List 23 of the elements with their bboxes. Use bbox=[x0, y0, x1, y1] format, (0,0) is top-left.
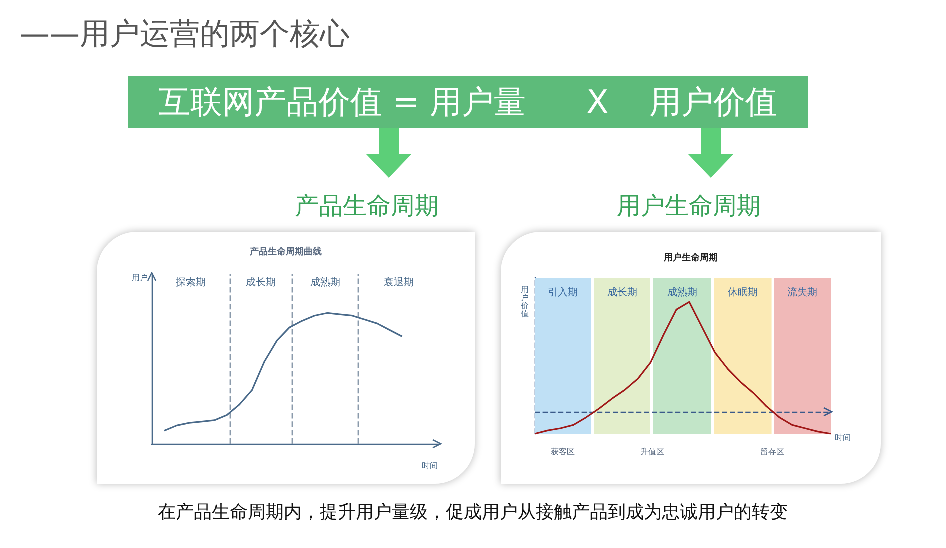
text: 衰退期 bbox=[384, 276, 414, 288]
text: ——用户运营的两个核心 bbox=[20, 16, 350, 54]
text: 休眠期 bbox=[728, 286, 758, 298]
text: 成熟期 bbox=[310, 276, 340, 288]
text: 成长期 bbox=[607, 286, 638, 298]
text: 成熟期 bbox=[667, 286, 698, 298]
text: 探索期 bbox=[176, 276, 206, 288]
text: 流失期 bbox=[788, 286, 818, 298]
text: 产品生命周期 bbox=[294, 191, 440, 222]
chart-title: 用户生命周期 bbox=[663, 252, 718, 262]
chart-title: 产品生命周期曲线 bbox=[249, 246, 322, 256]
text: 留存区 bbox=[760, 448, 785, 456]
y-axis-title: 用户 bbox=[132, 274, 148, 282]
y-axis-title: 用户价值 bbox=[520, 286, 529, 318]
text: 在产品生命周期内，提升用户量级，促成用户从接触产品到成为忠诚用户的转变 bbox=[157, 501, 789, 524]
x-axis-title: 时间 bbox=[422, 462, 438, 470]
text: 成长期 bbox=[246, 276, 276, 288]
x-axis-title: 时间 bbox=[835, 434, 851, 442]
text: 获客区 bbox=[551, 448, 576, 456]
text: 用户生命周期 bbox=[616, 191, 762, 222]
text: 升值区 bbox=[640, 448, 665, 456]
text: 引入期 bbox=[548, 286, 578, 298]
text: 互联网产品价值 = 用户量 X 用户价值 bbox=[128, 76, 808, 128]
